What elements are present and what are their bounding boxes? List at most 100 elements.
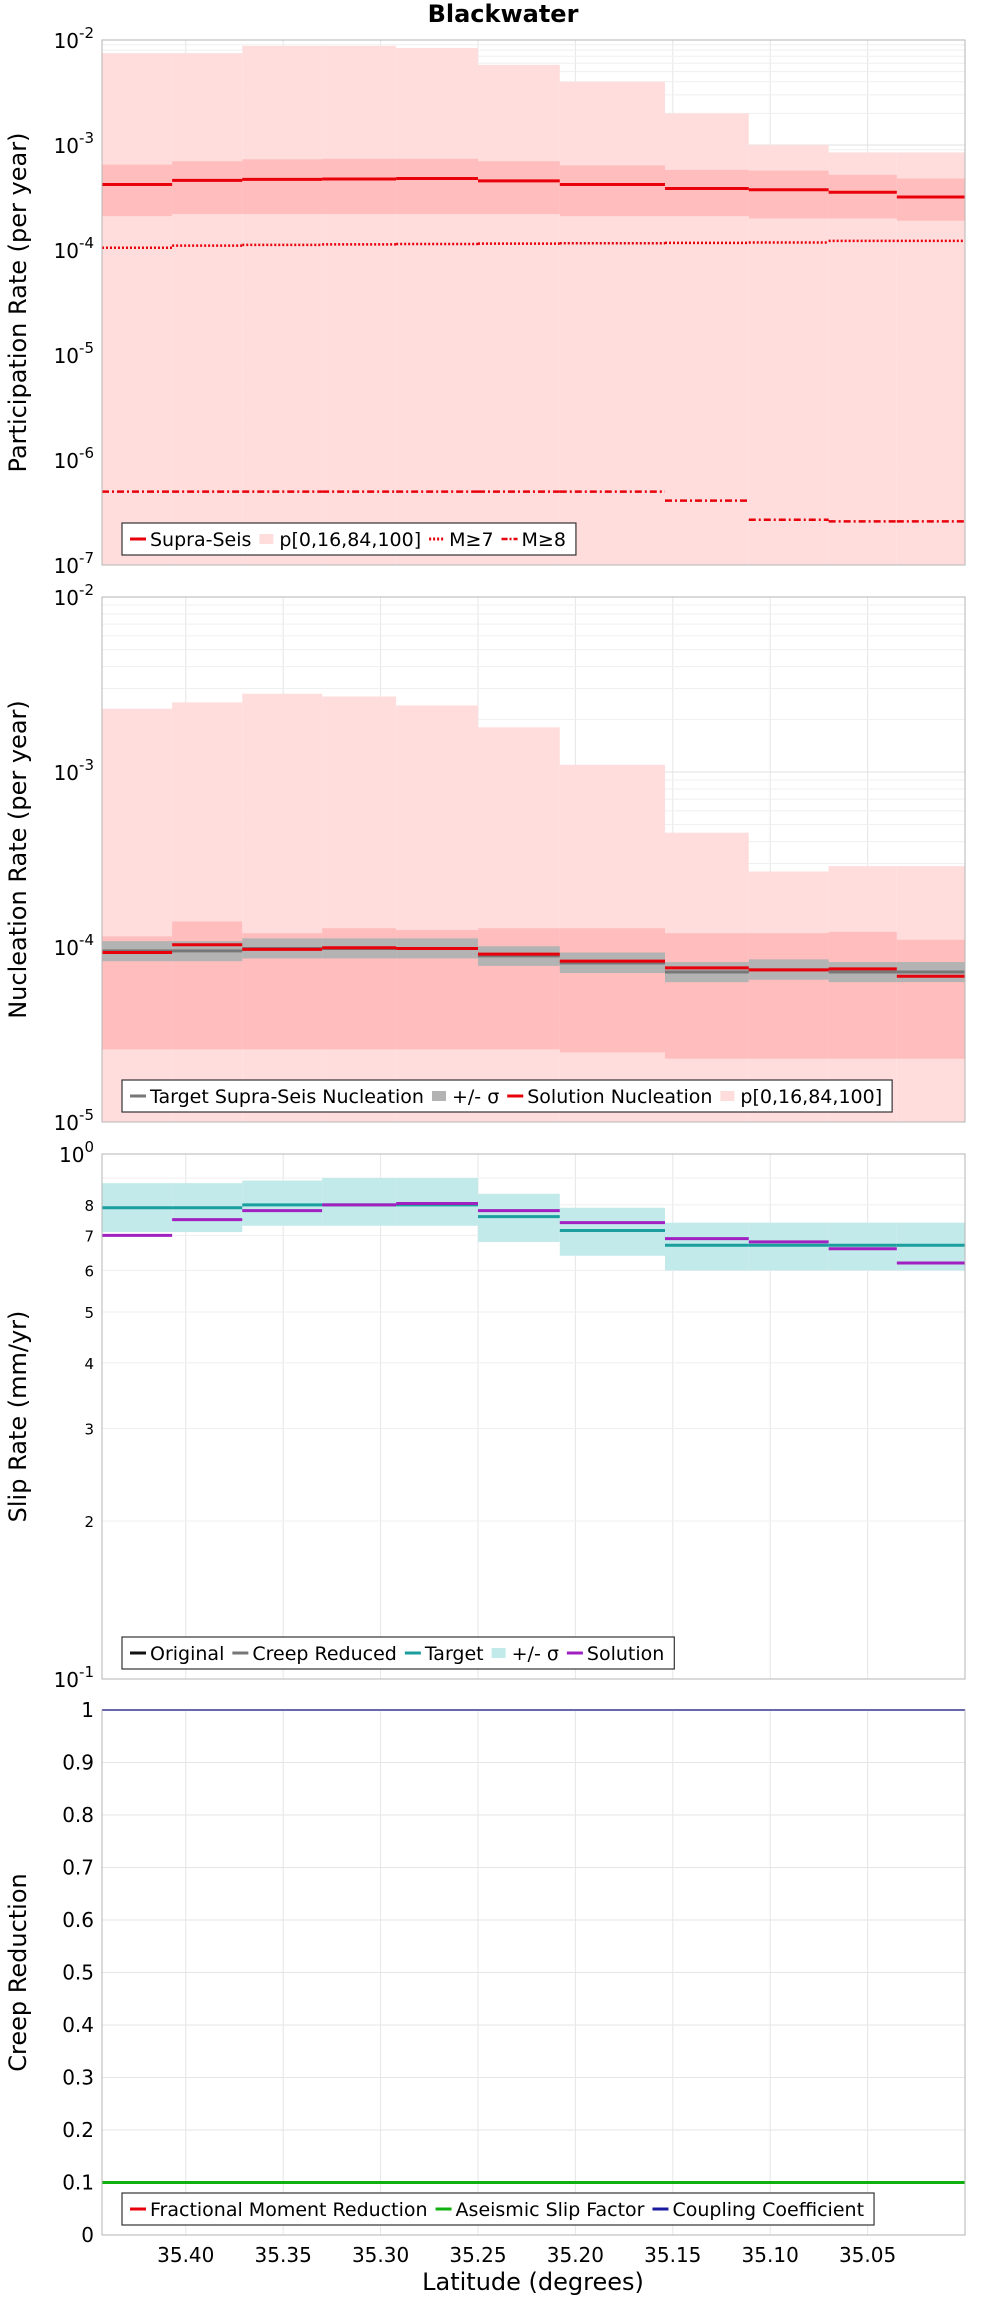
y-tick-label: 10-5 [54,1106,94,1135]
series-p-0-16-84-100-band_inner [102,158,965,221]
band-segment [828,174,897,219]
y-tick-label: 10-7 [54,549,94,578]
x-axis-label: Latitude (degrees) [422,2268,644,2296]
x-tick-label: 35.35 [255,2243,312,2267]
y-tick-label: 0 [81,2223,94,2247]
x-tick-labels: 35.40 35.35 35.30 35.25 35.20 35.15 35.10 35.05 [157,2243,896,2267]
y-tick-label: 10-4 [54,234,94,263]
legend-swatch [720,1091,735,1101]
y-tick-label: 10-2 [54,24,94,53]
y-tick-label: 0.5 [62,1961,94,1985]
slip-rate-panel: 10-1 100 2 3 4 5 6 7 8 Slip Rate (mm/yr) Original C… [4,1138,966,1692]
y-minor-tick-label: 4 [84,1355,94,1373]
band-segment [172,161,243,215]
y-minor-tick-label: 5 [84,1304,94,1322]
legend-swatch [259,534,274,544]
legend-label: M≥8 [522,529,566,551]
y-tick-labels: 10-7 10-6 10-5 10-4 10-3 10-2 [54,24,94,578]
legend-label: p[0,16,84,100] [740,1086,882,1108]
series-solution-step [102,1201,965,1265]
y-tick-label: 0.8 [62,1803,94,1827]
creep-reduction-panel: 0 0.1 0.2 0.3 0.4 0.5 0.6 0.7 0.8 0.9 1 Creep Reduc… [4,1698,966,2267]
band-segment [396,705,478,1122]
band-segment [242,1180,323,1226]
band-segment [559,81,665,566]
y-tick-labels: 0 0.1 0.2 0.3 0.4 0.5 0.6 0.7 0.8 0.9 1 [62,1698,94,2247]
y-tick-label: 100 [59,1138,94,1167]
y-minor-tick-label: 8 [84,1197,94,1215]
band-segment [172,702,243,1122]
band-segment [748,170,829,219]
band-segment [242,693,323,1122]
band-segment [396,47,478,565]
plot-frame [101,39,966,566]
band-segment [828,931,897,1059]
band-segment [322,696,397,1122]
band-segment [396,1178,478,1226]
legend: Fractional Moment Reduction Aseismic Slip… [121,2192,875,2226]
band-segment [322,45,397,565]
x-tick-label: 35.30 [352,2243,409,2267]
y-tick-labels: 10-5 10-4 10-3 10-2 [54,581,94,1135]
y-minor-tick-label: 6 [84,1262,94,1280]
legend-label: Target [424,1643,484,1665]
y-axis-label: Participation Rate (per year) [4,133,32,473]
band-segment [396,158,478,215]
plot-frame [101,1153,966,1680]
series-supra-seis-step [102,176,965,199]
legend: Supra-Seis p[0,16,84,100] M≥7 M≥8 [121,522,577,556]
band-segment [102,708,173,1122]
series-solution-nucleation-step [102,943,965,978]
plot-frame [101,596,966,1123]
legend-label: Coupling Coefficient [672,2199,864,2221]
legend-label: +/- σ [452,1086,499,1108]
band-segment [322,1178,397,1226]
legend-label: Fractional Moment Reduction [150,2199,428,2221]
y-tick-label: 10-6 [54,444,94,473]
legend-label: Solution [587,1643,664,1665]
band-segment [172,921,243,1050]
band-segment [828,152,897,565]
x-tick-label: 35.25 [449,2243,506,2267]
plot-frame [101,1709,966,2236]
x-tick-label: 35.05 [839,2243,896,2267]
y-tick-label: 10-3 [54,756,94,785]
x-tick-label: 35.10 [742,2243,799,2267]
y-tick-labels: 10-1 100 2 3 4 5 6 7 8 [54,1138,94,1692]
legend-swatch [431,1091,446,1101]
legend-box [121,1079,893,1113]
legend-label: Aseismic Slip Factor [456,2199,645,2221]
legend-label: Original [150,1643,224,1665]
band-segment [102,164,173,217]
legend-label: +/- σ [512,1643,559,1665]
band-segment [896,152,965,565]
legend-label: p[0,16,84,100] [279,529,421,551]
band-segment [896,178,965,221]
y-minor-tick-label: 2 [84,1513,94,1531]
y-axis-label: Nucleation Rate (per year) [4,700,32,1019]
chart-title: Blackwater [428,0,579,28]
band-segment [242,159,323,215]
legend: Target Supra-Seis Nucleation +/- σ Solutio… [121,1079,893,1113]
band-segment [896,939,965,1059]
legend-label: Supra-Seis [150,529,251,551]
band-segment [664,169,749,217]
band-segment [748,933,829,1059]
y-tick-label: 1 [81,1698,94,1722]
y-minor-tick-label: 3 [84,1421,94,1439]
band-segment [559,928,665,1053]
y-tick-label: 0.4 [62,2013,94,2037]
y-tick-label: 0.1 [62,2171,94,2195]
y-tick-label: 10-5 [54,339,94,368]
band-segment [477,727,560,1122]
series-p-0-16-84-100-band_outer [102,45,965,566]
y-tick-label: 0.3 [62,2066,94,2090]
band-segment [102,53,173,566]
y-tick-label: 10-4 [54,931,94,960]
y-tick-label: 10-1 [54,1663,94,1692]
legend-box [121,522,577,556]
legend-label: Creep Reduced [252,1643,396,1665]
legend-box [121,2192,875,2226]
y-tick-label: 0.6 [62,1908,94,1932]
